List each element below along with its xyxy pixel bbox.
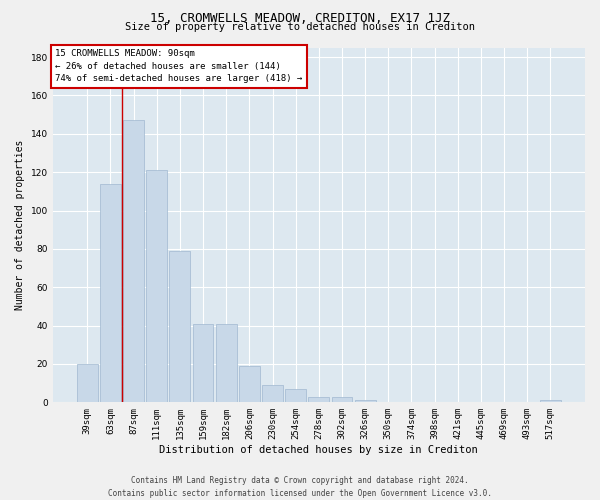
Bar: [216, 324, 236, 402]
Bar: [540, 400, 561, 402]
Bar: [123, 120, 144, 402]
Bar: [262, 385, 283, 402]
Bar: [355, 400, 376, 402]
Text: 15, CROMWELLS MEADOW, CREDITON, EX17 1JZ: 15, CROMWELLS MEADOW, CREDITON, EX17 1JZ: [150, 12, 450, 26]
Bar: [146, 170, 167, 402]
Bar: [285, 389, 306, 402]
Bar: [332, 396, 352, 402]
Bar: [100, 184, 121, 402]
Text: Size of property relative to detached houses in Crediton: Size of property relative to detached ho…: [125, 22, 475, 32]
Bar: [169, 251, 190, 402]
Text: Contains HM Land Registry data © Crown copyright and database right 2024.
Contai: Contains HM Land Registry data © Crown c…: [108, 476, 492, 498]
Bar: [239, 366, 260, 403]
Bar: [193, 324, 214, 402]
Text: 15 CROMWELLS MEADOW: 90sqm
← 26% of detached houses are smaller (144)
74% of sem: 15 CROMWELLS MEADOW: 90sqm ← 26% of deta…: [55, 50, 302, 84]
Bar: [308, 396, 329, 402]
X-axis label: Distribution of detached houses by size in Crediton: Distribution of detached houses by size …: [160, 445, 478, 455]
Y-axis label: Number of detached properties: Number of detached properties: [15, 140, 25, 310]
Bar: [77, 364, 98, 403]
